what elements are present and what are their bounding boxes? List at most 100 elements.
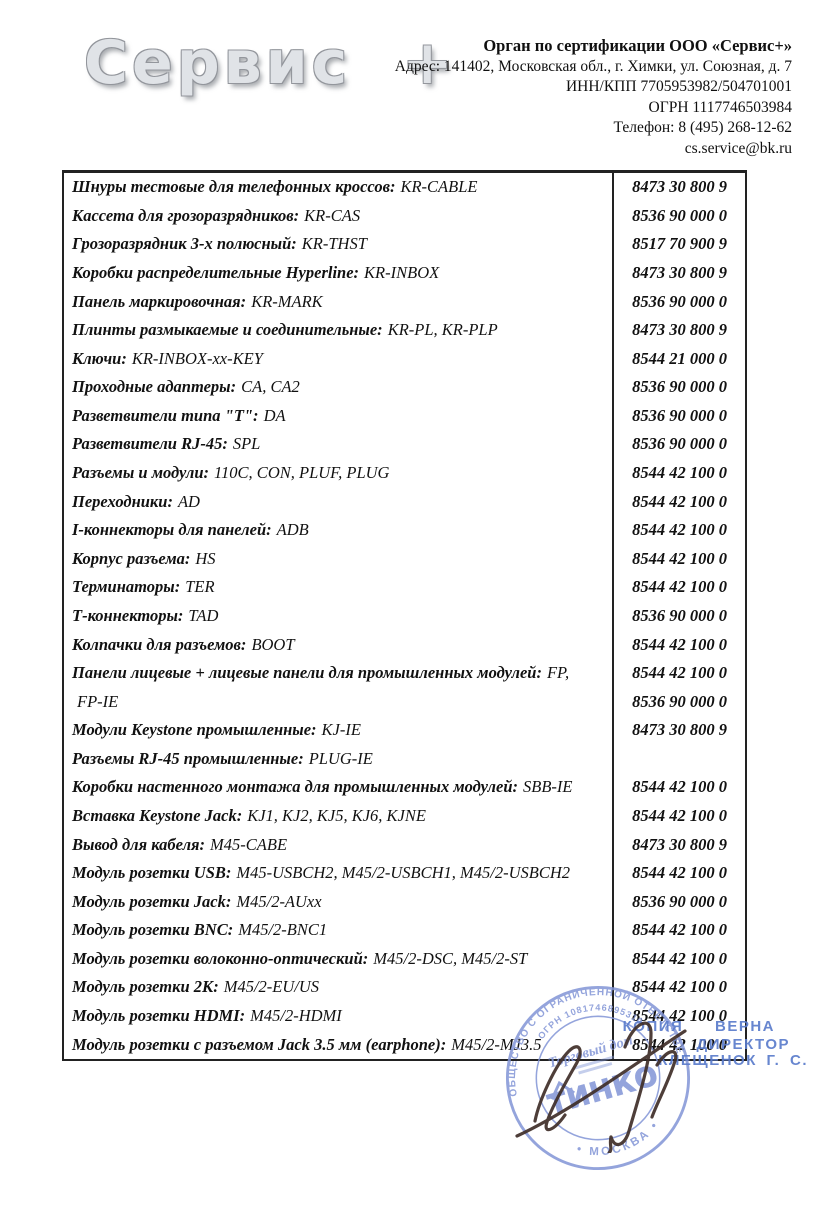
copy-verna-stamp-line1: КОПИЯ ВЕРНА	[622, 1018, 775, 1035]
hs-code: 8544 21 000 0	[632, 348, 727, 368]
hs-code: 8544 42 100 0	[632, 577, 727, 597]
hs-code-cell: 8544 42 100 0	[614, 659, 745, 688]
hs-code-cell: 8544 21 000 0	[614, 344, 745, 373]
product-cell: Терминаторы: TER	[64, 573, 614, 602]
company-logo: Сервис +	[84, 28, 457, 98]
hs-code: 8473 30 800 9	[632, 263, 727, 283]
product-cell: Модуль розетки USB: M45-USBCH2, M45/2-USB…	[64, 858, 614, 888]
product-cell: Вывод для кабеля: M45-CABE	[64, 830, 614, 859]
product-cell: Разветвители типа "Т": DA	[64, 401, 614, 431]
product-models: ADB	[276, 520, 309, 540]
table-row: Кассета для грозоразрядников: KR-CAS 8536 …	[64, 201, 745, 231]
product-label: Модуль розетки HDMI:	[72, 1006, 246, 1026]
hs-code: 8536 90 000 0	[632, 291, 727, 311]
hs-code: 8536 90 000 0	[632, 605, 727, 625]
table-row: Корпус разъема: HS 8544 42 100 0	[64, 544, 745, 574]
product-cell: Корпус разъема: HS	[64, 544, 614, 574]
hs-code: 8517 70 900 9	[632, 234, 727, 254]
product-cell: Ключи: KR-INBOX-xx-KEY	[64, 344, 614, 374]
product-cell: Модуль розетки BNC: M45/2-BNC1	[64, 916, 614, 945]
hs-code: 8536 90 000 0	[632, 891, 727, 911]
product-models: M45/2-HDMI	[250, 1006, 342, 1026]
product-cell: FP-IE	[64, 687, 614, 716]
product-label: Панели лицевые + лицевые панели для пром…	[72, 663, 542, 683]
table-row: Разветвители RJ-45: SPL 8536 90 000 0	[64, 430, 745, 459]
hs-code-cell: 8536 90 000 0	[614, 202, 745, 231]
hs-code: 8544 42 100 0	[632, 948, 727, 968]
product-cell: Переходники: AD	[64, 487, 614, 516]
org-name: Орган по сертификации ООО «Сервис+»	[483, 36, 792, 55]
table-row: Модуль розетки BNC: M45/2-BNC1 8544 42 100…	[64, 916, 745, 945]
hs-code-cell: 8536 90 000 0	[614, 287, 745, 316]
table-row: Модуль розетки с разъемом Jack 3.5 мм (e…	[64, 1030, 745, 1059]
director-signature	[515, 1021, 687, 1153]
hs-code: 8473 30 800 9	[632, 834, 727, 854]
hs-code: 8544 42 100 0	[632, 634, 727, 654]
hs-code: 8473 30 800 9	[632, 720, 727, 740]
hs-code: 8536 90 000 0	[632, 434, 727, 454]
product-models: KR-CAS	[304, 205, 361, 225]
table-row: Модуль розетки волоконно-оптический: M45/…	[64, 944, 745, 974]
product-cell: Модули Keystone промышленные: KJ-IE	[64, 715, 614, 745]
hs-code-cell: 8536 90 000 0	[614, 373, 745, 402]
stamp-logo-mark	[550, 1080, 575, 1100]
product-models: 110C, CON, PLUF, PLUG	[214, 463, 390, 483]
table-row: Панели лицевые + лицевые панели для пром…	[64, 658, 745, 688]
product-models: KJ-IE	[321, 720, 361, 740]
product-models: FP,	[546, 663, 570, 683]
product-models: FP-IE	[77, 691, 119, 711]
hs-code: 8473 30 800 9	[632, 320, 727, 340]
product-models: KR-INBOX	[364, 263, 440, 283]
hs-code-cell: 8473 30 800 9	[614, 173, 745, 202]
product-models: M45-USBCH2, M45/2-USBCH1, M45/2-USBCH2	[236, 863, 571, 883]
table-row: Ключи: KR-INBOX-xx-KEY 8544 21 000 0	[64, 344, 745, 374]
hs-code-cell: 8473 30 800 9	[614, 830, 745, 859]
product-cell: Кассета для грозоразрядников: KR-CAS	[64, 201, 614, 231]
table-row: Модуль розетки 2К: M45/2-EU/US 8544 42 100…	[64, 973, 745, 1002]
hs-code: 8536 90 000 0	[632, 377, 727, 397]
product-label: Коробки распределительные Hyperline:	[72, 263, 360, 283]
product-label: Т-коннекторы:	[72, 605, 184, 625]
org-ogrn: ОГРН 1117746503984	[648, 98, 792, 116]
product-label: Ключи:	[72, 348, 127, 368]
table-row: Модуль розетки USB: M45-USBCH2, M45/2-USB…	[64, 858, 745, 888]
product-cell: Модуль розетки с разъемом Jack 3.5 мм (e…	[64, 1030, 614, 1059]
hs-code-cell: 8544 42 100 0	[614, 973, 745, 1002]
product-models: CA, CA2	[241, 377, 300, 397]
hs-code-cell: 8544 42 100 0	[614, 773, 745, 802]
product-label: Модуль розетки BNC:	[72, 920, 234, 940]
table-row: Панель маркировочная: KR-MARK 8536 90 000 …	[64, 287, 745, 316]
org-email: cs.service@bk.ru	[684, 139, 792, 157]
table-row: Переходники: AD 8544 42 100 0	[64, 487, 745, 516]
product-cell: I-коннекторы для панелей: ADB	[64, 515, 614, 545]
hs-code: 8544 42 100 0	[632, 663, 727, 683]
table-row: Модули Keystone промышленные: KJ-IE 8473 3…	[64, 715, 745, 745]
hs-code: 8544 42 100 0	[632, 920, 727, 940]
hs-code-cell: 8536 90 000 0	[614, 602, 745, 631]
product-cell: Вставка Keystone Jack: KJ1, KJ2, KJ5, KJ6…	[64, 801, 614, 831]
product-label: Модуль розетки 2К:	[72, 977, 219, 997]
product-models: TAD	[188, 605, 219, 625]
table-row: Разъемы и модули: 110C, CON, PLUF, PLUG 85…	[64, 458, 745, 488]
product-label: Разъемы и модули:	[72, 463, 210, 483]
product-models: BOOT	[251, 634, 295, 654]
product-cell: Коробки распределительные Hyperline: KR-I…	[64, 258, 614, 288]
product-cell: Модуль розетки Jack: M45/2-AUxx	[64, 887, 614, 917]
hs-code: 8544 42 100 0	[632, 977, 727, 997]
hs-code: 8544 42 100 0	[632, 491, 727, 511]
hs-code: 8536 90 000 0	[632, 691, 727, 711]
product-models: KR-PL, KR-PLP	[387, 320, 498, 340]
product-label: Модуль розетки USB:	[72, 863, 232, 883]
table-row: Вывод для кабеля: M45-CABE 8473 30 800 9	[64, 830, 745, 859]
document-page: Сервис + Орган по сертификации ООО «Серв…	[62, 28, 807, 1171]
stamp-small-text-line	[572, 1055, 615, 1070]
product-models: SPL	[232, 434, 261, 454]
org-address: Адрес: 141402, Московская обл., г. Химки…	[394, 57, 792, 75]
product-models: M45/2-BNC1	[238, 920, 328, 940]
product-label: Вывод для кабеля:	[72, 834, 206, 854]
product-cell: Плинты размыкаемые и соединительные: KR-P…	[64, 315, 614, 345]
table-row: Проходные адаптеры: CA, CA2 8536 90 000 0	[64, 373, 745, 402]
product-hs-code-table: Шнуры тестовые для телефонных кроссов: KR…	[62, 170, 747, 1061]
hs-code-cell: 8544 42 100 0	[614, 916, 745, 945]
hs-code: 8544 42 100 0	[632, 548, 727, 568]
